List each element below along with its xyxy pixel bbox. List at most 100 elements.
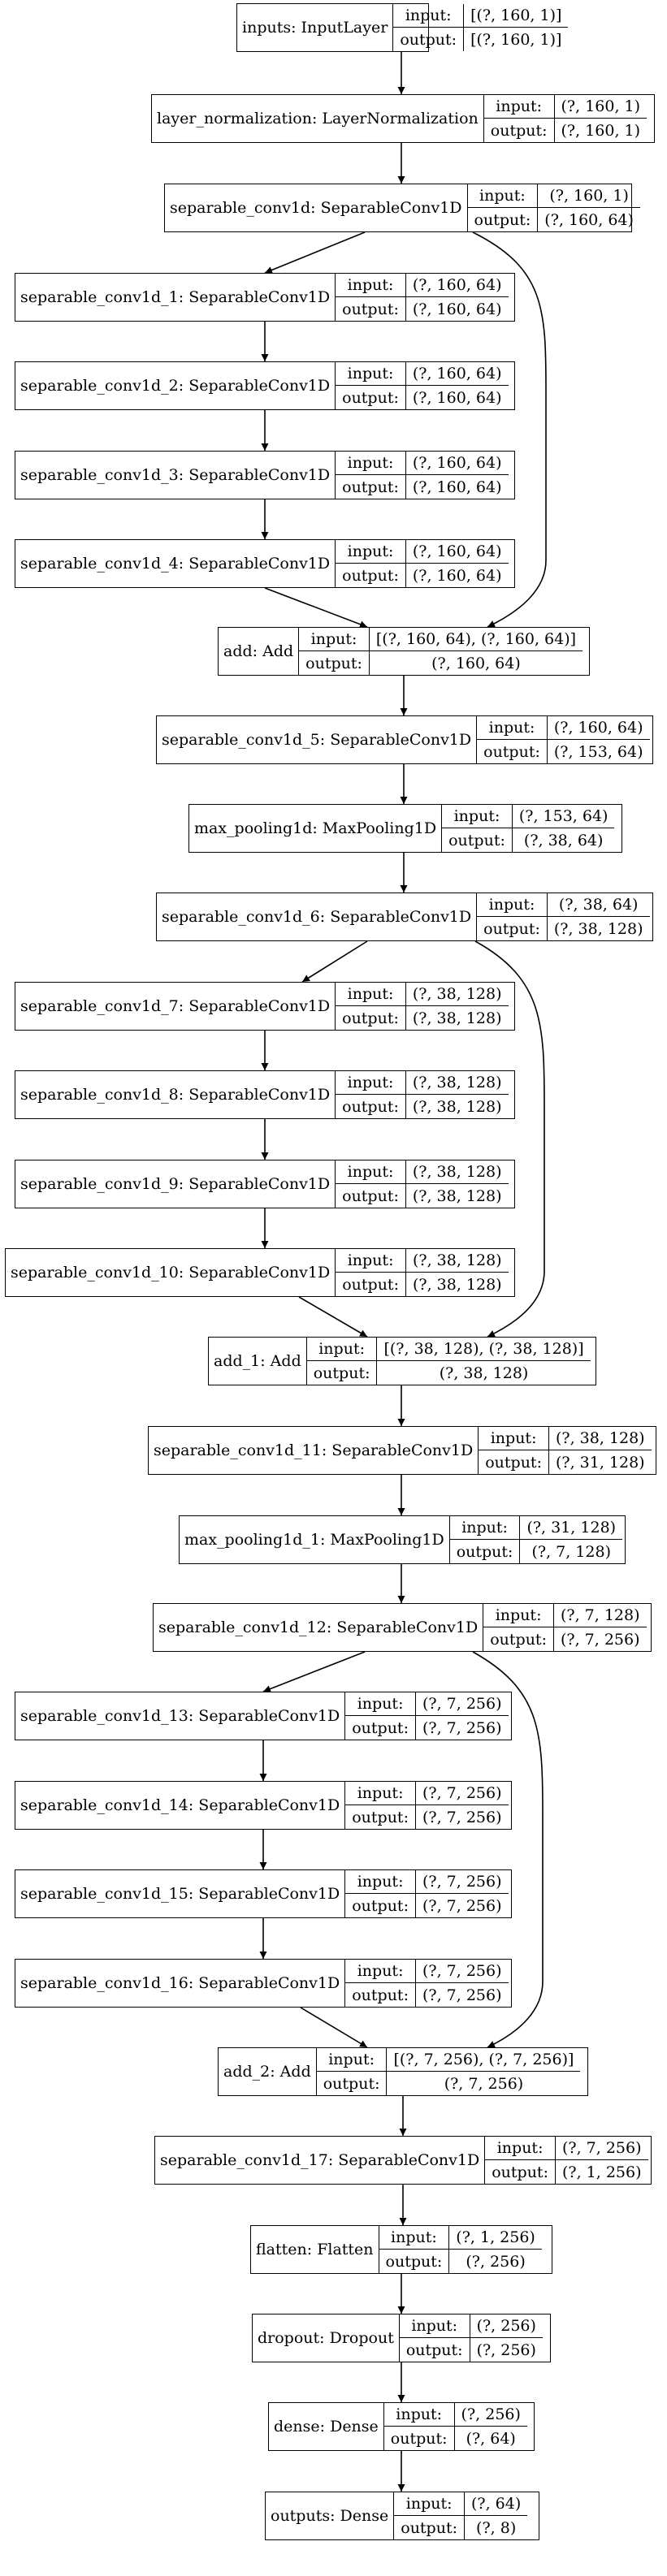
input-key: input: — [336, 362, 406, 386]
input-key: input: — [485, 2137, 556, 2160]
input-shape: [(?, 7, 256), (?, 7, 256)] — [387, 2048, 581, 2072]
output-shape: (?, 64) — [466, 2429, 516, 2448]
node-separable-conv1d-5: separable_conv1d_5: SeparableConv1D input… — [156, 715, 653, 764]
input-key: input: — [345, 1782, 416, 1805]
node-separable-conv1d: separable_conv1d: SeparableConv1D input:(… — [164, 184, 640, 232]
output-shape: (?, 1, 256) — [561, 2163, 642, 2181]
input-key: input: — [306, 1338, 378, 1361]
node-flatten: flatten: Flatten input: (?, 1, 256) output:… — [250, 2225, 552, 2274]
shape-table: input: [(?, 160, 64), (?, 160, 64)] output… — [299, 628, 583, 675]
input-shape: (?, 7, 256) — [415, 1692, 509, 1716]
input-key: input: — [399, 2315, 470, 2338]
shape-table: input: (?, 38, 128) output: (?, 38, 128) — [336, 1160, 509, 1208]
node-separable-conv1d-6: separable_conv1d_6: SeparableConv1D input… — [156, 893, 653, 941]
input-shape: [(?, 160, 1)] — [464, 4, 569, 28]
input-key: input: — [394, 2492, 465, 2516]
input-shape: (?, 7, 256) — [415, 1782, 509, 1805]
node-label: add_2: Add — [219, 2048, 317, 2095]
output-shape: (?, 7, 256) — [422, 1896, 502, 1915]
node-label: separable_conv1d_7: SeparableConv1D — [15, 983, 336, 1030]
node-separable-conv1d-14: separable_conv1d_14: SeparableConv1D inpu… — [15, 1781, 512, 1830]
shape-table: input: (?, 153, 64) output: (?, 38, 64) — [442, 805, 615, 852]
shape-table: input: (?, 64) output: (?, 8) — [394, 2492, 528, 2539]
node-label: separable_conv1d_5: SeparableConv1D — [157, 716, 478, 763]
output-shape: (?, 38, 128) — [412, 1275, 502, 1294]
node-label: separable_conv1d_14: SeparableConv1D — [15, 1782, 346, 1829]
input-key: input: — [336, 1160, 406, 1184]
node-label: separable_conv1d_8: SeparableConv1D — [15, 1071, 336, 1118]
node-label: separable_conv1d_10: SeparableConv1D — [6, 1249, 336, 1296]
node-separable-conv1d-10: separable_conv1d_10: SeparableConv1D inpu… — [5, 1248, 515, 1297]
input-key: input: — [345, 1692, 416, 1716]
shape-table: input: (?, 38, 128) output: (?, 38, 128) — [336, 1249, 509, 1296]
output-shape: (?, 160, 64) — [544, 210, 634, 229]
output-shape: (?, 160, 64) — [412, 478, 502, 496]
edge-separable_conv1d_6-to-separable_conv1d_7 — [301, 940, 368, 983]
output-shape: (?, 160, 64) — [412, 566, 502, 585]
shape-table: input: (?, 31, 128) output: (?, 7, 128) — [449, 1516, 623, 1563]
output-key: output: — [345, 1716, 416, 1740]
output-key: output: — [393, 28, 465, 51]
output-key: output: — [477, 917, 548, 940]
input-shape: (?, 64) — [465, 2492, 528, 2516]
node-separable-conv1d-7: separable_conv1d_7: SeparableConv1D input… — [15, 982, 515, 1031]
input-key: input: — [442, 805, 513, 828]
output-shape: (?, 160, 64) — [412, 300, 502, 318]
output-key: output: — [485, 2160, 556, 2184]
input-shape: (?, 38, 64) — [547, 893, 650, 917]
shape-table: input: (?, 256) output: (?, 256) — [399, 2315, 543, 2362]
input-shape: [(?, 38, 128), (?, 38, 128)] — [377, 1338, 591, 1361]
node-label: separable_conv1d_16: SeparableConv1D — [15, 1960, 346, 2007]
shape-table: input: (?, 7, 256) output: (?, 1, 256) — [485, 2137, 648, 2184]
node-separable-conv1d-11: separable_conv1d_11: SeparableConv1D inpu… — [148, 1426, 656, 1475]
node-label: flatten: Flatten — [251, 2226, 379, 2273]
node-label: separable_conv1d_6: SeparableConv1D — [157, 893, 478, 940]
input-key: input: — [336, 452, 406, 475]
input-key: input: — [449, 1516, 521, 1540]
node-separable-conv1d-12: separable_conv1d_12: SeparableConv1D inpu… — [153, 1603, 652, 1652]
node-add-2: add_2: Add input: [(?, 7, 256), (?, 7, 256… — [218, 2047, 588, 2096]
input-key: input: — [483, 1604, 554, 1627]
node-outputs: outputs: Dense input: (?, 64) output: (?, 8) — [265, 2492, 539, 2540]
output-key: output: — [450, 1540, 521, 1563]
node-max-pooling1d-1: max_pooling1d_1: MaxPooling1D input: (?, 3… — [179, 1515, 626, 1564]
node-label: separable_conv1d_15: SeparableConv1D — [15, 1870, 346, 1917]
output-key: output: — [336, 475, 406, 499]
output-shape: (?, 38, 128) — [439, 1364, 529, 1382]
input-shape: (?, 160, 64) — [405, 274, 509, 297]
input-key: input: — [336, 274, 406, 297]
node-label: separable_conv1d_1: SeparableConv1D — [15, 274, 336, 321]
input-shape: (?, 160, 64) — [405, 540, 509, 564]
input-key: input: — [336, 983, 406, 1006]
output-key: output: — [345, 1805, 416, 1829]
output-shape: (?, 160, 1) — [561, 121, 641, 140]
node-separable-conv1d-8: separable_conv1d_8: SeparableConv1D input… — [15, 1070, 515, 1119]
edge-separable_conv1d-to-separable_conv1d_1 — [264, 231, 366, 274]
input-shape: (?, 160, 64) — [405, 362, 509, 386]
shape-table: input: (?, 7, 256) output: (?, 7, 256) — [345, 1782, 509, 1829]
shape-table: input: (?, 38, 128) output: (?, 31, 128) — [479, 1427, 652, 1474]
output-key: output: — [384, 2427, 455, 2450]
input-key: input: — [316, 2048, 388, 2072]
node-label: max_pooling1d: MaxPooling1D — [189, 805, 443, 852]
node-separable-conv1d-17: separable_conv1d_17: SeparableConv1D inpu… — [154, 2136, 652, 2185]
output-key: output: — [468, 208, 539, 231]
node-label: separable_conv1d_3: SeparableConv1D — [15, 452, 336, 499]
output-shape: (?, 38, 128) — [412, 1186, 502, 1205]
output-key: output: — [336, 1273, 406, 1296]
node-label: layer_normalization: LayerNormalization — [152, 95, 484, 142]
node-label: dropout: Dropout — [253, 2315, 400, 2362]
node-label: separable_conv1d_11: SeparableConv1D — [149, 1427, 479, 1474]
input-key: input: — [336, 540, 406, 564]
shape-table: input: (?, 160, 64) output: (?, 160, 64) — [336, 274, 509, 321]
shape-table: input: (?, 160, 64) output: (?, 153, 64) — [477, 716, 650, 763]
input-shape: (?, 38, 128) — [405, 1071, 509, 1095]
input-key: input: — [345, 1960, 416, 1983]
output-key: output: — [336, 564, 406, 587]
shape-table: input: (?, 38, 128) output: (?, 38, 128) — [336, 983, 509, 1030]
input-key: input: — [393, 4, 465, 28]
output-key: output: — [317, 2072, 388, 2095]
input-key: input: — [467, 184, 539, 208]
input-shape: (?, 38, 128) — [405, 1249, 509, 1273]
